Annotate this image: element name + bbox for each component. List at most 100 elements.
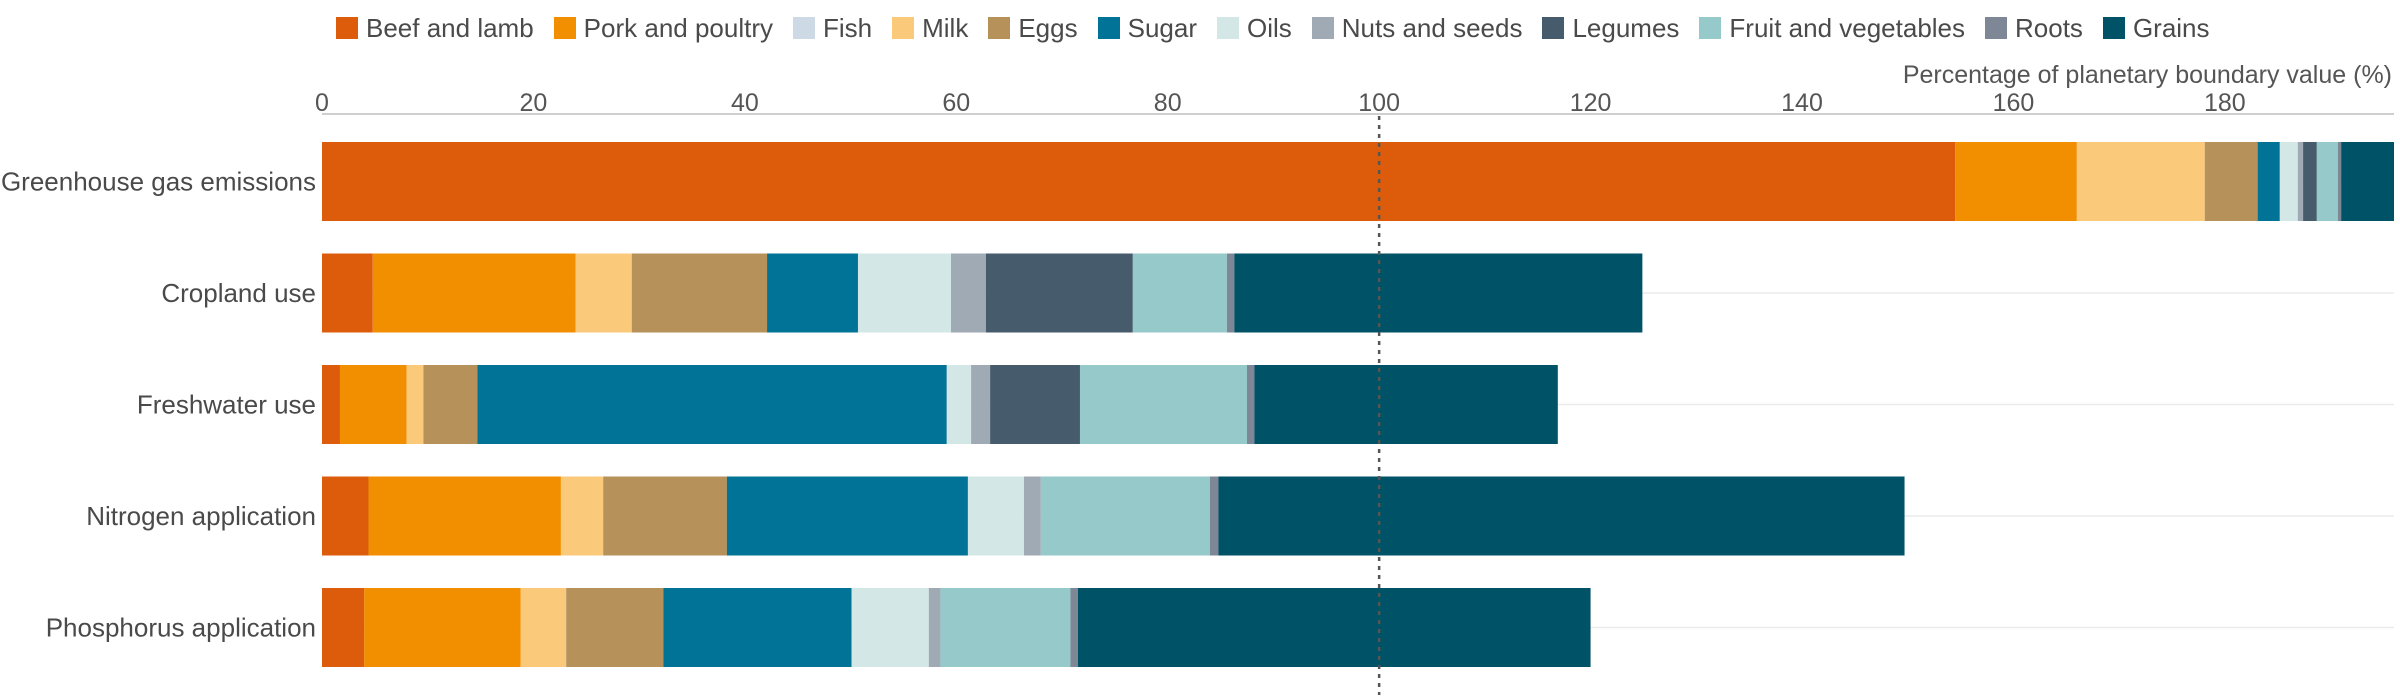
x-tick-label: 120: [1570, 89, 1612, 117]
bar-segment-legumes-greenhouse-gas-emissions: [2303, 142, 2317, 221]
legend-swatch: [1542, 17, 1565, 39]
bar-segment-grains-freshwater-use: [1254, 365, 1558, 444]
bar-segment-beef-and-lamb-phosphorus-application: [322, 588, 365, 667]
legend: Beef and lamb Pork and poultry Fish Milk Egg…: [336, 12, 2210, 44]
bar-segment-sugar-phosphorus-application: [663, 588, 852, 667]
bar-segment-nuts-and-seeds-phosphorus-application: [928, 588, 941, 667]
legend-item-eggs: Eggs: [988, 12, 1078, 44]
legend-item-nuts-and-seeds: Nuts and seeds: [1311, 12, 1523, 44]
legend-swatch: [1097, 17, 1120, 39]
bar-segment-oils-phosphorus-application: [851, 588, 929, 667]
bar-segment-oils-cropland-use: [857, 253, 951, 333]
bar-segment-nuts-and-seeds-greenhouse-gas-emissions: [2297, 142, 2304, 221]
legend-item-oils: Oils: [1217, 13, 1292, 44]
legend-label: Oils: [1247, 12, 1292, 43]
bar-segment-oils-freshwater-use: [946, 365, 972, 444]
bar-segment-fruit-and-vegetables-nitrogen-application: [1040, 476, 1210, 556]
bar-segment-roots-greenhouse-gas-emissions: [2337, 142, 2342, 221]
legend-swatch: [892, 17, 915, 39]
bar-segment-legumes-cropland-use: [985, 253, 1133, 333]
bar-segment-pork-and-poultry-freshwater-use: [339, 365, 407, 444]
x-tick-label: 20: [520, 89, 548, 117]
category-label-cropland-use: Cropland use: [161, 278, 316, 308]
bar-segment-milk-greenhouse-gas-emissions: [2076, 142, 2205, 221]
legend-label: Fish: [823, 12, 873, 43]
bar-segment-eggs-phosphorus-application: [566, 588, 664, 667]
bar-segment-grains-cropland-use: [1234, 253, 1643, 333]
legend-label: Roots: [2015, 12, 2083, 43]
bar-segment-nuts-and-seeds-cropland-use: [951, 253, 986, 333]
legend-label: Milk: [922, 12, 969, 43]
bar-segment-fruit-and-vegetables-greenhouse-gas-emissions: [2316, 142, 2338, 221]
legend-swatch: [793, 17, 815, 39]
bar-segment-oils-nitrogen-application: [967, 476, 1024, 556]
bar-segment-sugar-freshwater-use: [477, 365, 947, 444]
x-tick-label: 0: [315, 89, 329, 117]
bar-segment-roots-phosphorus-application: [1070, 588, 1078, 667]
bar-segment-oils-greenhouse-gas-emissions: [2279, 142, 2298, 221]
legend-swatch: [336, 17, 358, 39]
legend-label: Nuts and seeds: [1341, 12, 1523, 43]
legend-label: Pork and poultry: [583, 12, 773, 43]
bar-segment-beef-and-lamb-greenhouse-gas-emissions: [322, 142, 1956, 221]
category-label-freshwater-use: Freshwater use: [137, 390, 316, 420]
bar-segment-fruit-and-vegetables-phosphorus-application: [940, 588, 1071, 667]
bar-segment-milk-freshwater-use: [406, 365, 424, 444]
legend-label: Legumes: [1572, 12, 1680, 43]
bar-segment-grains-greenhouse-gas-emissions: [2341, 142, 2394, 221]
category-label-greenhouse-gas-emissions: Greenhouse gas emissions: [1, 167, 316, 197]
bar-segment-pork-and-poultry-greenhouse-gas-emissions: [1955, 142, 2077, 221]
x-tick-label: 160: [1993, 89, 2035, 117]
legend-label: Beef and lamb: [366, 12, 534, 43]
x-tick-label: 180: [2204, 89, 2246, 117]
bar-segment-eggs-freshwater-use: [423, 365, 478, 444]
bar-segment-roots-cropland-use: [1226, 253, 1235, 333]
legend-item-grains: Grains: [2102, 12, 2210, 44]
axis-layer: 0 20 40 60 80 100 120 140 160 180 Greenhouse gas e…: [1, 89, 2394, 695]
legend-swatch: [1985, 17, 2008, 39]
bar-segment-eggs-cropland-use: [631, 253, 768, 333]
bar-segment-roots-freshwater-use: [1247, 365, 1255, 444]
legend-item-roots: Roots: [1985, 13, 2083, 44]
legend-label: Grains: [2132, 12, 2210, 43]
bar-segment-fruit-and-vegetables-cropland-use: [1132, 253, 1227, 333]
legend-item-legumes: Legumes: [1542, 13, 1679, 44]
legend-swatch: [553, 17, 576, 39]
bar-segment-beef-and-lamb-cropland-use: [322, 253, 373, 333]
bar-segment-grains-nitrogen-application: [1218, 476, 1905, 556]
x-tick-label: 60: [942, 89, 970, 117]
legend-item-beef-and-lamb: Beef and lamb: [336, 13, 534, 44]
x-tick-label: 140: [1781, 89, 1823, 117]
bar-segment-nuts-and-seeds-nitrogen-application: [1023, 476, 1041, 556]
legend-swatch: [1217, 17, 1239, 39]
legend-label: Eggs: [1018, 12, 1078, 43]
bar-segment-fruit-and-vegetables-freshwater-use: [1079, 365, 1247, 444]
legend-swatch: [2102, 17, 2125, 39]
legend-swatch: [988, 17, 1011, 39]
bar-segment-nuts-and-seeds-freshwater-use: [971, 365, 991, 444]
bar-segment-eggs-greenhouse-gas-emissions: [2204, 142, 2258, 221]
bar-segment-eggs-nitrogen-application: [603, 476, 727, 556]
bar-segment-beef-and-lamb-nitrogen-application: [322, 476, 369, 556]
legend-swatch: [1699, 17, 1722, 39]
bar-segment-milk-nitrogen-application: [560, 476, 604, 556]
legend-label: Fruit and vegetables: [1729, 12, 1966, 43]
bar-segment-sugar-cropland-use: [767, 253, 858, 333]
bar-segment-beef-and-lamb-freshwater-use: [322, 365, 340, 444]
bar-segment-grains-phosphorus-application: [1077, 588, 1591, 667]
x-axis-title: Percentage of planetary boundary value (…: [1903, 61, 2392, 89]
x-tick-label: 80: [1154, 89, 1182, 117]
bar-segment-sugar-nitrogen-application: [726, 476, 968, 556]
x-tick-label: 100: [1358, 89, 1400, 117]
bars-layer: [322, 142, 2394, 667]
bar-segment-pork-and-poultry-nitrogen-application: [368, 476, 561, 556]
category-label-nitrogen-application: Nitrogen application: [86, 501, 316, 531]
x-tick-label: 40: [731, 89, 759, 117]
category-label-phosphorus-application: Phosphorus application: [46, 613, 316, 643]
legend-item-fruit-and-vegetables: Fruit and vegetables: [1699, 13, 1965, 44]
legend-item-milk: Milk: [892, 13, 968, 44]
bar-segment-pork-and-poultry-cropland-use: [372, 253, 576, 333]
bar-segment-milk-cropland-use: [575, 253, 632, 333]
bar-segment-pork-and-poultry-phosphorus-application: [364, 588, 521, 667]
